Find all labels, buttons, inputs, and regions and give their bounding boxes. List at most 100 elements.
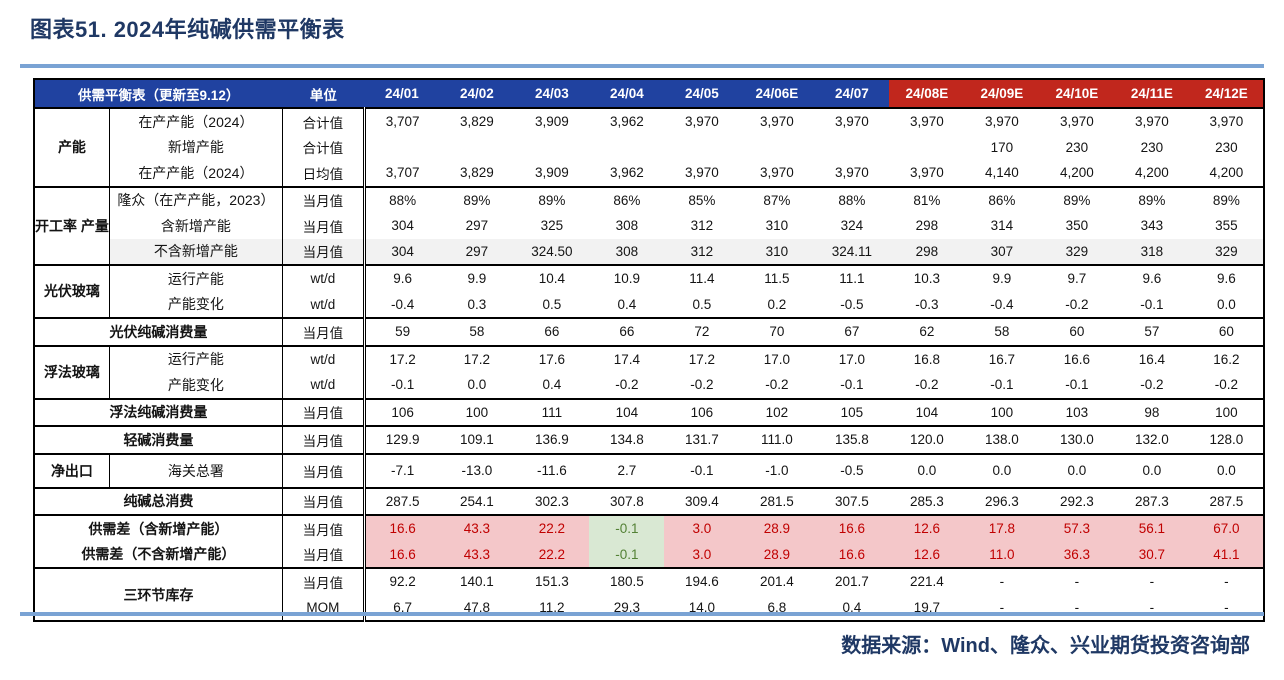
data-cell: 128.0 bbox=[1189, 425, 1265, 454]
data-cell: -0.5 bbox=[840, 296, 864, 312]
data-cell: 66 bbox=[514, 317, 590, 346]
unit-cell: 当月值 bbox=[282, 486, 365, 516]
table-caption-cell: 供需平衡表（更新至9.12） bbox=[34, 79, 283, 108]
data-cell: 67.0 bbox=[1189, 514, 1265, 542]
data-source-note: 数据来源：Wind、隆众、兴业期货投资咨询部 bbox=[841, 635, 1250, 657]
data-cell: 134.8 bbox=[589, 425, 665, 454]
data-cell: 3.0 bbox=[664, 541, 740, 569]
table-row: 浮法纯碱消费量 当月值 106 100 111 104 106 102 105 104 100 103… bbox=[34, 397, 1265, 426]
data-cell: 89% bbox=[439, 185, 515, 213]
data-cell: 0.4 bbox=[542, 377, 562, 393]
unit-cell: 当月值 bbox=[302, 219, 344, 235]
data-cell: 0.5 bbox=[692, 296, 712, 312]
data-cell: 3,970 bbox=[739, 107, 815, 135]
data-cell: 11.5 bbox=[739, 264, 815, 292]
data-cell: 140.1 bbox=[439, 567, 515, 595]
data-cell: 17.8 bbox=[964, 514, 1040, 542]
row-label-cell: 产能变化 bbox=[109, 291, 283, 318]
month-header-cell: 24/01 bbox=[364, 79, 440, 108]
data-cell: - bbox=[1114, 567, 1190, 595]
data-cell: 43.3 bbox=[439, 541, 515, 569]
data-cell: -0.1 bbox=[990, 377, 1014, 393]
data-cell: 254.1 bbox=[439, 486, 515, 516]
data-cell: - bbox=[1224, 599, 1229, 615]
data-cell: 17.6 bbox=[514, 344, 590, 372]
data-cell: 3,909 bbox=[514, 107, 590, 135]
data-cell: 36.3 bbox=[1039, 541, 1115, 569]
data-cell: 221.4 bbox=[889, 567, 965, 595]
data-cell: 9.6 bbox=[1189, 264, 1265, 292]
table-row: 在产产能（2024） 日均值 3,707 3,829 3,909 3,962 3,970 3,… bbox=[34, 160, 1264, 187]
data-cell: 131.7 bbox=[664, 425, 740, 454]
data-cell: 0.0 bbox=[1217, 296, 1236, 312]
data-cell: 10.4 bbox=[514, 264, 590, 292]
table-row: 不含新增产能 当月值 304 297 324.50 308 312 310 324.11 298 3… bbox=[34, 238, 1265, 265]
data-cell: 296.3 bbox=[964, 486, 1040, 516]
data-cell: 41.1 bbox=[1189, 541, 1265, 569]
data-cell: 298 bbox=[889, 238, 965, 265]
row-label-cell: 运行产能 bbox=[109, 344, 283, 372]
unit-cell: MOM bbox=[306, 599, 340, 615]
data-cell: 308 bbox=[615, 218, 639, 234]
data-cell: 6.7 bbox=[362, 594, 440, 622]
row-label-cell: 供需差（含新增产能） bbox=[34, 514, 283, 542]
group-label-cell: 浮法玻璃 bbox=[34, 344, 110, 399]
data-cell: 170 bbox=[990, 139, 1014, 155]
group-label-cell: 净出口 bbox=[34, 452, 110, 488]
row-label-cell: 不含新增产能 bbox=[109, 238, 283, 265]
data-cell: 0.0 bbox=[964, 452, 1040, 488]
data-cell bbox=[739, 135, 814, 161]
month-header-cell: 24/10E bbox=[1039, 79, 1115, 108]
data-cell: 100 bbox=[964, 397, 1040, 426]
data-cell bbox=[814, 135, 889, 161]
data-cell: 304 bbox=[362, 238, 440, 265]
row-label-cell: 新增产能 bbox=[109, 134, 283, 160]
data-cell: -0.1 bbox=[840, 377, 864, 393]
data-cell: -13.0 bbox=[439, 452, 515, 488]
data-cell: -0.4 bbox=[990, 296, 1014, 312]
unit-cell: wt/d bbox=[282, 344, 365, 372]
data-cell: 17.0 bbox=[814, 344, 890, 372]
data-cell: 22.2 bbox=[514, 514, 590, 542]
data-cell: 28.9 bbox=[739, 514, 815, 542]
data-cell: 43.3 bbox=[439, 514, 515, 542]
data-cell: -0.1 bbox=[664, 452, 740, 488]
data-cell: 103 bbox=[1039, 397, 1115, 426]
data-cell: 62 bbox=[889, 317, 965, 346]
data-cell: 89% bbox=[1039, 185, 1115, 213]
table-row: 光伏玻璃 运行产能 wt/d 9.6 9.9 10.4 10.9 11.4 11.5 11.1 10… bbox=[34, 264, 1265, 318]
data-cell: -0.2 bbox=[915, 377, 939, 393]
unit-cell: 日均值 bbox=[302, 166, 344, 182]
data-cell: 0.0 bbox=[1114, 452, 1190, 488]
data-cell: 308 bbox=[589, 238, 665, 265]
data-cell: 17.2 bbox=[664, 344, 740, 372]
data-cell: 324.11 bbox=[814, 238, 890, 265]
row-label-cell: 海关总署 bbox=[109, 452, 283, 488]
data-cell: 0.4 bbox=[842, 599, 862, 615]
data-cell: 109.1 bbox=[439, 425, 515, 454]
data-cell: 312 bbox=[664, 238, 740, 265]
data-cell: 343 bbox=[1140, 218, 1164, 234]
data-cell: 350 bbox=[1065, 218, 1089, 234]
data-cell: 89% bbox=[1114, 185, 1190, 213]
data-cell: 66 bbox=[589, 317, 665, 346]
data-cell: 4,200 bbox=[1059, 165, 1094, 181]
figure-title: 图表51. 2024年纯碱供需平衡表 bbox=[30, 17, 345, 42]
data-cell: 3,970 bbox=[814, 107, 890, 135]
data-cell: -1.0 bbox=[739, 452, 815, 488]
data-cell: 132.0 bbox=[1114, 425, 1190, 454]
data-cell: 135.8 bbox=[814, 425, 890, 454]
table-row: MOM 6.7 47.8 11.2 29.3 14.0 6.8 0.4 19.7 - - - - bbox=[34, 594, 1264, 622]
data-cell: 11.1 bbox=[814, 264, 890, 292]
data-cell: 302.3 bbox=[514, 486, 590, 516]
data-cell: 89% bbox=[514, 185, 590, 213]
data-cell: -0.1 bbox=[1065, 377, 1089, 393]
data-cell: 230 bbox=[1215, 139, 1238, 155]
table-row: 含新增产能 当月值 304 297 325 308 312 310 324 298 314 350 34… bbox=[34, 213, 1264, 239]
data-cell: 310 bbox=[765, 218, 789, 234]
data-cell: 102 bbox=[739, 397, 815, 426]
data-cell: 6.8 bbox=[767, 599, 787, 615]
data-cell: 304 bbox=[362, 213, 440, 239]
row-label-cell: 供需差（不含新增产能） bbox=[34, 541, 283, 569]
data-cell: 106 bbox=[664, 397, 740, 426]
